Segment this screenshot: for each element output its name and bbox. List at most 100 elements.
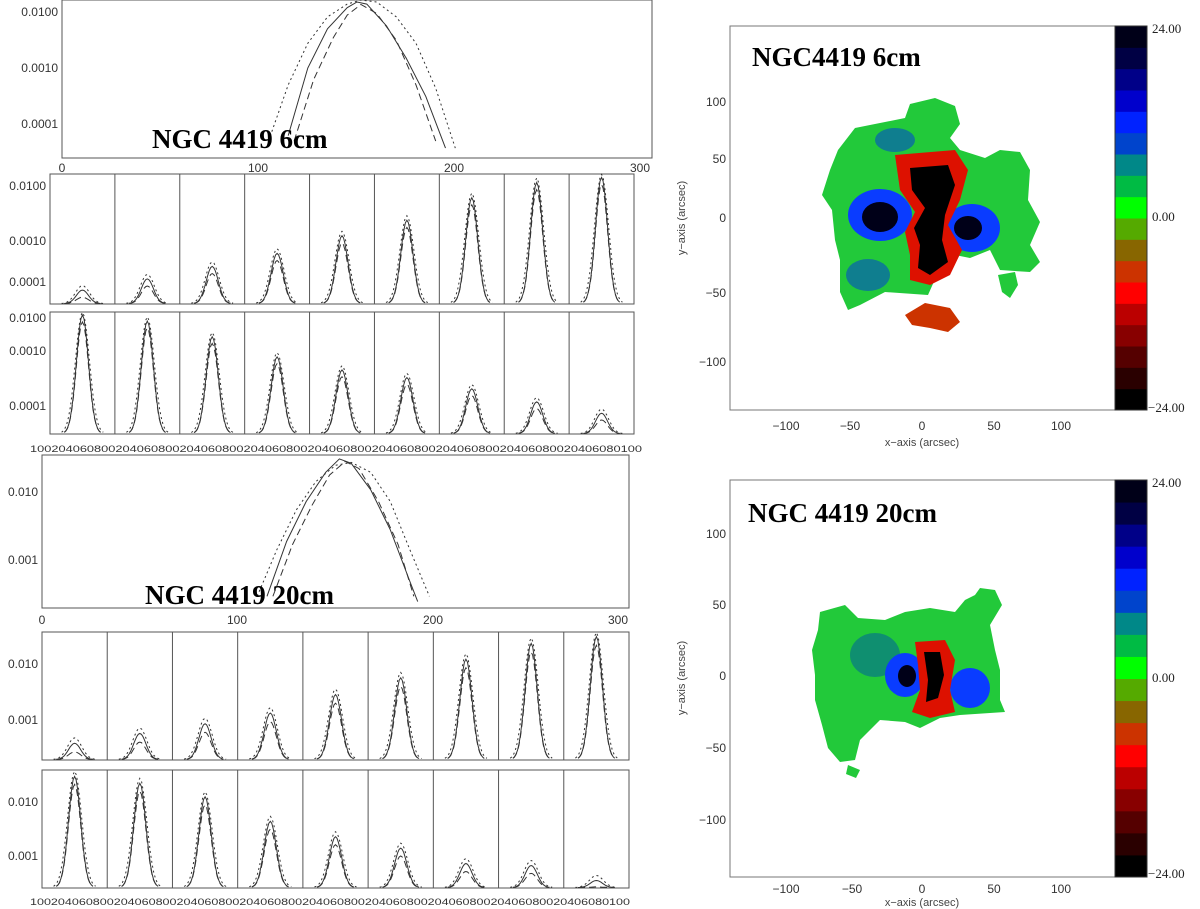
map-6cm-ytick-3: −50: [706, 286, 727, 300]
profile-6cm-xtick-0: 0: [59, 161, 66, 175]
panel-peak-dashed: [129, 285, 166, 304]
panel-peak-solid: [186, 723, 224, 760]
panel-peak-solid: [258, 355, 296, 434]
map-6cm-xtick-3: 50: [987, 419, 1001, 433]
map-6cm-xtick-2: 0: [919, 419, 926, 433]
panel-peak-solid: [453, 196, 491, 303]
panel-peak-dotted: [575, 631, 618, 759]
map-6cm-south-island: [905, 303, 960, 332]
profile-series-dotted: [256, 461, 430, 597]
profile-6cm-lines: [268, 0, 456, 149]
panel-peak-solid: [121, 782, 159, 887]
colorbar-segment: [1115, 722, 1147, 746]
panel-peak-solid: [121, 732, 159, 760]
panel-peak-solid: [63, 313, 101, 433]
colorbar-segment: [1115, 239, 1147, 262]
panels-6cm-b-xticks: 1002040608002040608002040608002040608002…: [30, 444, 642, 454]
panel-peak-solid: [64, 289, 101, 304]
map-6cm-dark-core: [910, 165, 955, 275]
panel-peak-dashed: [453, 203, 491, 303]
panel-peak-dashed: [258, 362, 296, 434]
map-6cm-east-island: [998, 272, 1018, 298]
map-6cm-ytick-2: 0: [719, 211, 726, 225]
panel-peak-solid: [447, 862, 485, 888]
panel-peak-solid: [518, 181, 556, 303]
colorbar-segment: [1115, 47, 1147, 70]
panel-peak-solid: [578, 879, 615, 888]
profile-6cm-title: NGC 4419 6cm: [152, 124, 328, 154]
panel-ytick: 0.0100: [9, 179, 46, 193]
panel-peak-dashed: [193, 273, 231, 304]
panel-row-frame: [41, 769, 630, 889]
colorbar-segment: [1115, 346, 1147, 368]
panel-peak-dashed: [388, 226, 426, 304]
map-20cm-chart: 24.00 0.00 −24.00 100 50 0 −50 −100 −100…: [676, 475, 1185, 909]
panel-peak-dotted: [191, 261, 234, 304]
panel-peak-solid: [583, 412, 620, 434]
panel-peak-dotted: [510, 859, 553, 888]
map-20cm-xtick-1: −50: [842, 882, 863, 896]
panel-peak-dotted: [320, 364, 364, 434]
panels-6cm-b: 0.0001 0.0010 0.0100: [9, 311, 635, 435]
colorbar-segment: [1115, 810, 1147, 834]
panel-peak-dashed: [447, 666, 485, 759]
panel-peak-dashed: [583, 419, 620, 434]
map-6cm-chart: 24.00 0.00 −24.00 100 50 0 −50 −100 −100…: [676, 21, 1185, 449]
panel-peak-dashed: [323, 242, 361, 304]
panel-peak-dashed: [186, 731, 224, 760]
profile-6cm-xtick-3: 300: [630, 161, 650, 175]
panel-peak-dotted: [255, 351, 299, 434]
panel-peak-solid: [382, 847, 420, 888]
map-20cm-cbar-min: −24.00: [1148, 866, 1185, 881]
panel-peak-dashed: [382, 685, 420, 760]
colorbar-segment: [1115, 854, 1147, 878]
map-20cm-xtick-2: 0: [919, 882, 926, 896]
panel-peak-dotted: [515, 397, 558, 434]
colorbar-segment: [1115, 367, 1147, 390]
map-20cm-title: NGC 4419 20cm: [748, 498, 937, 528]
colorbar-segment: [1115, 111, 1147, 134]
map-20cm-cbar-max: 24.00: [1152, 475, 1181, 490]
panels-20cm-b: 0.001 0.010: [8, 769, 630, 889]
profile-series-dashed: [272, 460, 415, 597]
panel-peak-dashed: [63, 320, 101, 433]
panel-peak-dotted: [575, 874, 618, 888]
colorbar-segment: [1115, 568, 1147, 591]
map-6cm-xtick-1: −50: [840, 419, 861, 433]
map-6cm-navy-west: [862, 202, 898, 232]
panel-peak-dotted: [385, 214, 429, 304]
panel-ytick: 0.010: [8, 795, 38, 809]
colorbar-segment: [1115, 678, 1147, 702]
profile-20cm-lines: [256, 458, 430, 602]
map-6cm-cbar-max: 24.00: [1152, 21, 1181, 36]
panel-peak-dashed: [447, 870, 485, 888]
colorbar-segment: [1115, 303, 1147, 326]
map-6cm-xtick-4: 100: [1051, 419, 1071, 433]
map-20cm-ytick-0: 100: [706, 527, 726, 541]
panel-ytick: 0.001: [8, 713, 38, 727]
profile-20cm-xtick-0: 0: [39, 613, 46, 627]
colorbar-segment: [1115, 612, 1147, 635]
map-6cm-ytick-1: 50: [713, 152, 727, 166]
panel-peak-solid: [56, 742, 93, 760]
colorbar-segment: [1115, 90, 1147, 112]
map-20cm-xtick-3: 50: [987, 882, 1001, 896]
profile-6cm-ytick-0: 0.0001: [21, 117, 58, 131]
panel-peak-dotted: [450, 383, 493, 434]
map-20cm-xtick-0: −100: [772, 882, 799, 896]
profile-20cm-ytick-1: 0.010: [8, 485, 38, 499]
panel-peak-dotted: [61, 311, 104, 433]
panel-ytick: 0.001: [8, 849, 38, 863]
map-6cm-xtick-0: −100: [772, 419, 799, 433]
panel-peak-dashed: [518, 188, 556, 303]
panel-peak-solid: [186, 795, 224, 888]
profile-6cm-ytick-1: 0.0010: [21, 61, 58, 75]
panel-peak-dotted: [509, 636, 553, 759]
panel-ytick: 0.0001: [9, 275, 46, 289]
panel-peak-dashed: [64, 296, 101, 304]
panel-peak-dotted: [53, 737, 96, 760]
panel-peak-solid: [388, 376, 426, 434]
panels-6cm-a: 0.0001 0.0010 0.0100: [9, 173, 635, 305]
colorbar-segment: [1115, 68, 1147, 91]
